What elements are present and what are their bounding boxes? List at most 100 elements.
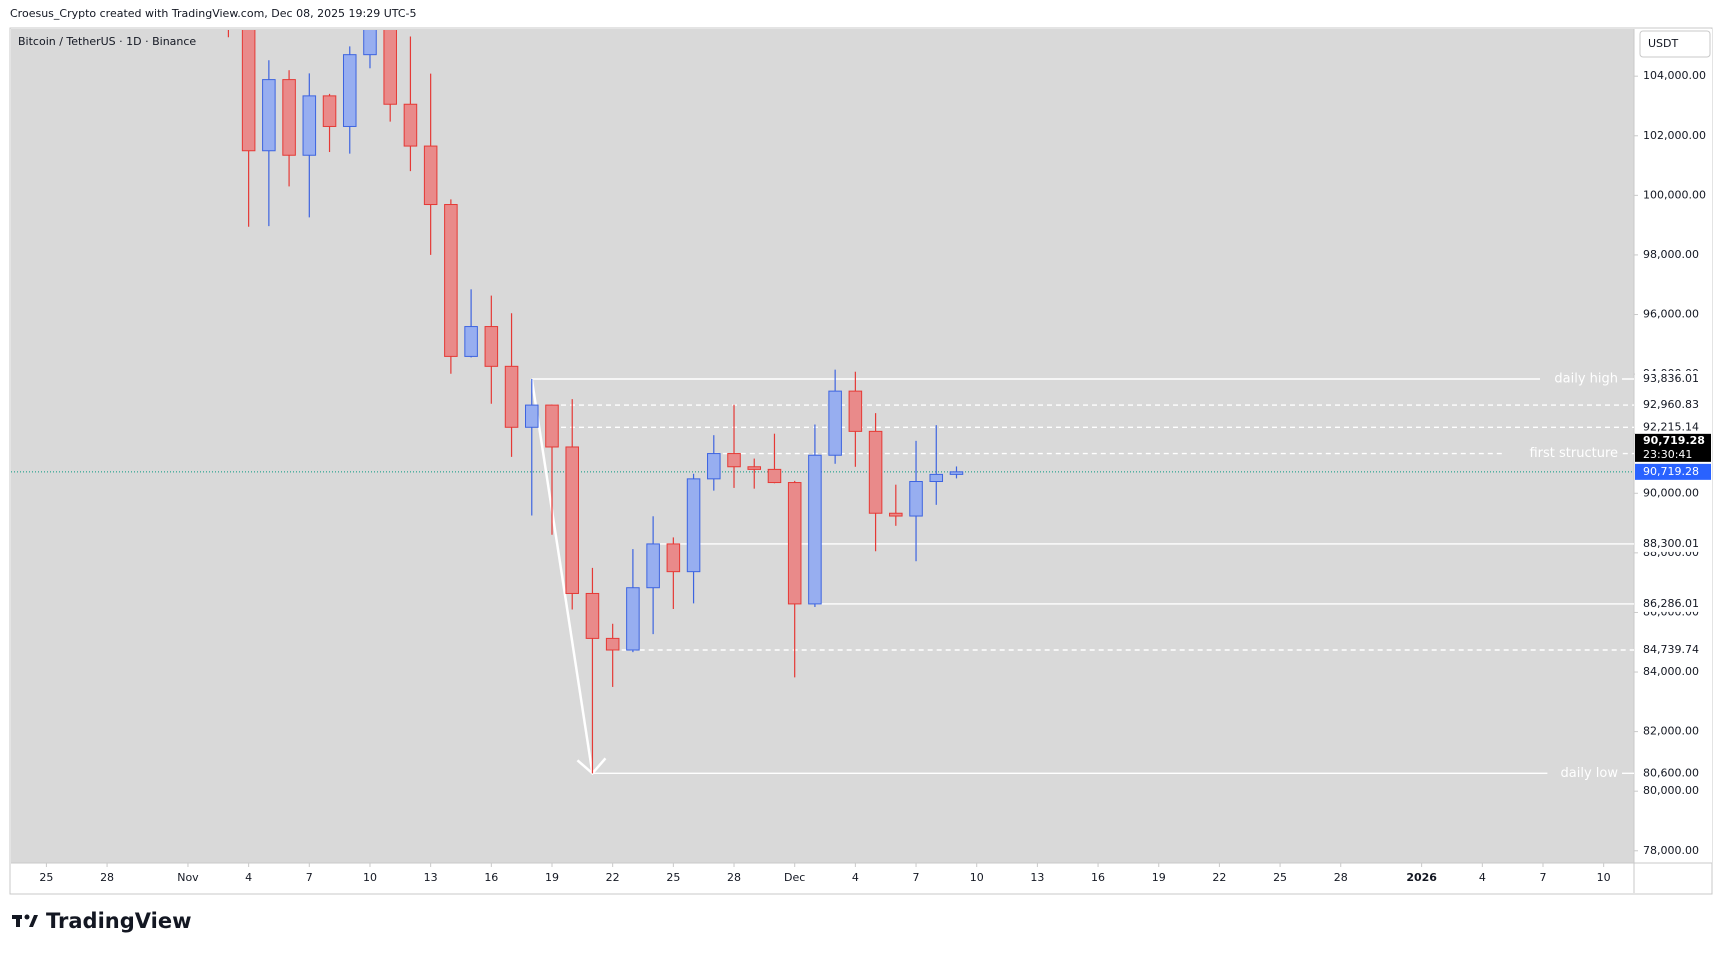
candle-body (464, 326, 478, 357)
level-label-bg (1635, 765, 1711, 782)
x-tick-label: 7 (1539, 871, 1546, 884)
candle-body (787, 482, 802, 605)
candle-body (889, 512, 903, 517)
x-tick-label: 10 (970, 871, 984, 884)
x-tick-label: 10 (1597, 871, 1611, 884)
level-text: daily low (1561, 766, 1619, 781)
candle-body (302, 95, 317, 156)
candle-body (545, 404, 559, 448)
x-tick-label: 13 (1030, 871, 1044, 884)
x-tick-label: 4 (852, 871, 859, 884)
level-label-bg (1635, 641, 1711, 658)
last-price-label: 90,719.28 (1643, 465, 1699, 478)
x-tick-label: 25 (39, 871, 53, 884)
candle-body (605, 637, 620, 651)
logo: TradingView (12, 909, 191, 933)
x-tick-label: 28 (727, 871, 741, 884)
x-tick-label: 16 (484, 871, 498, 884)
x-tick-label: Nov (177, 871, 199, 884)
candle-body (262, 79, 276, 152)
x-tick-label: 7 (306, 871, 313, 884)
level-text-bg (1547, 765, 1622, 782)
level-label: 86,286.01 (1643, 597, 1699, 610)
candle-body (383, 30, 397, 105)
y-tick-label: 98,000.00 (1643, 248, 1699, 261)
candle-body (727, 453, 741, 468)
candle-body (666, 543, 681, 573)
level-label-bg (1635, 419, 1711, 436)
x-tick-label: 13 (424, 871, 438, 884)
last-price-box (1635, 463, 1711, 480)
x-tick-label: Dec (784, 871, 805, 884)
x-tick-label: 25 (1273, 871, 1287, 884)
x-tick-label: 28 (100, 871, 114, 884)
currency-box[interactable] (1639, 30, 1711, 58)
y-tick-label: 84,000.00 (1643, 665, 1699, 678)
level-label: 92,215.14 (1643, 420, 1699, 433)
y-tick-label: 104,000.00 (1643, 69, 1706, 82)
x-tick-label: 16 (1091, 871, 1105, 884)
attribution: Croesus_Crypto created with TradingView.… (10, 7, 417, 20)
candle-body (686, 478, 701, 573)
level-label-bg (1635, 370, 1711, 387)
candle-body (808, 454, 822, 605)
x-tick-label: 28 (1334, 871, 1348, 884)
candle-body (423, 145, 438, 206)
candle-body (282, 79, 296, 156)
candle-body (949, 471, 964, 475)
y-tick-label: 78,000.00 (1643, 844, 1699, 857)
candle-body (342, 54, 357, 127)
level-label-bg (1635, 535, 1711, 552)
level-text: first structure (1529, 446, 1618, 461)
candle-body (646, 543, 660, 589)
level-label-bg (1635, 595, 1711, 612)
candle-body (363, 30, 377, 56)
candle-body (929, 473, 944, 483)
candle-body (403, 103, 418, 147)
candle-body (525, 404, 539, 428)
candle-body (322, 95, 337, 127)
candle-body (626, 587, 640, 651)
x-tick-label: 19 (545, 871, 559, 884)
countdown: 23:30:41 (1643, 448, 1692, 461)
x-tick-label: 22 (606, 871, 620, 884)
candle-body (241, 30, 256, 152)
level-label: 92,960.83 (1643, 398, 1699, 411)
level-text-bg (1503, 445, 1622, 462)
brand: TradingView (46, 909, 191, 933)
y-tick-label: 90,000.00 (1643, 486, 1699, 499)
y-tick-label: 96,000.00 (1643, 308, 1699, 321)
candle-body (565, 446, 579, 594)
x-tick-label: 4 (1479, 871, 1486, 884)
plot-area (11, 29, 1634, 863)
chart-title: Bitcoin / TetherUS · 1D · Binance (18, 35, 196, 48)
x-tick-label: 19 (1152, 871, 1166, 884)
level-text-bg (1540, 370, 1622, 387)
x-tick-label: 10 (363, 871, 377, 884)
countdown-box (1635, 433, 1711, 462)
candle-body (868, 430, 883, 514)
y-tick-label: 80,000.00 (1643, 784, 1699, 797)
candle-body (848, 390, 863, 432)
candle-body (484, 326, 499, 367)
candle-body (444, 204, 458, 357)
level-text: daily high (1554, 371, 1618, 386)
level-label: 80,600.00 (1643, 766, 1699, 779)
x-tick-label: 25 (666, 871, 680, 884)
level-label: 93,836.01 (1643, 372, 1699, 385)
x-tick-label: 4 (245, 871, 252, 884)
countdown-price: 90,719.28 (1643, 434, 1705, 447)
candle-body (828, 390, 842, 456)
plot: daily high first structure daily low (11, 30, 1634, 782)
currency[interactable]: USDT (1648, 37, 1679, 50)
x-tick-label: 22 (1212, 871, 1226, 884)
candle-body (707, 453, 721, 480)
y-tick-label: 102,000.00 (1643, 129, 1706, 142)
candle-body (767, 468, 782, 484)
x-tick-label: 2026 (1406, 871, 1437, 884)
x-tick-label: 7 (913, 871, 920, 884)
candle-body (747, 466, 762, 470)
y-tick-label: 100,000.00 (1643, 188, 1706, 201)
arrow-line (530, 378, 594, 774)
